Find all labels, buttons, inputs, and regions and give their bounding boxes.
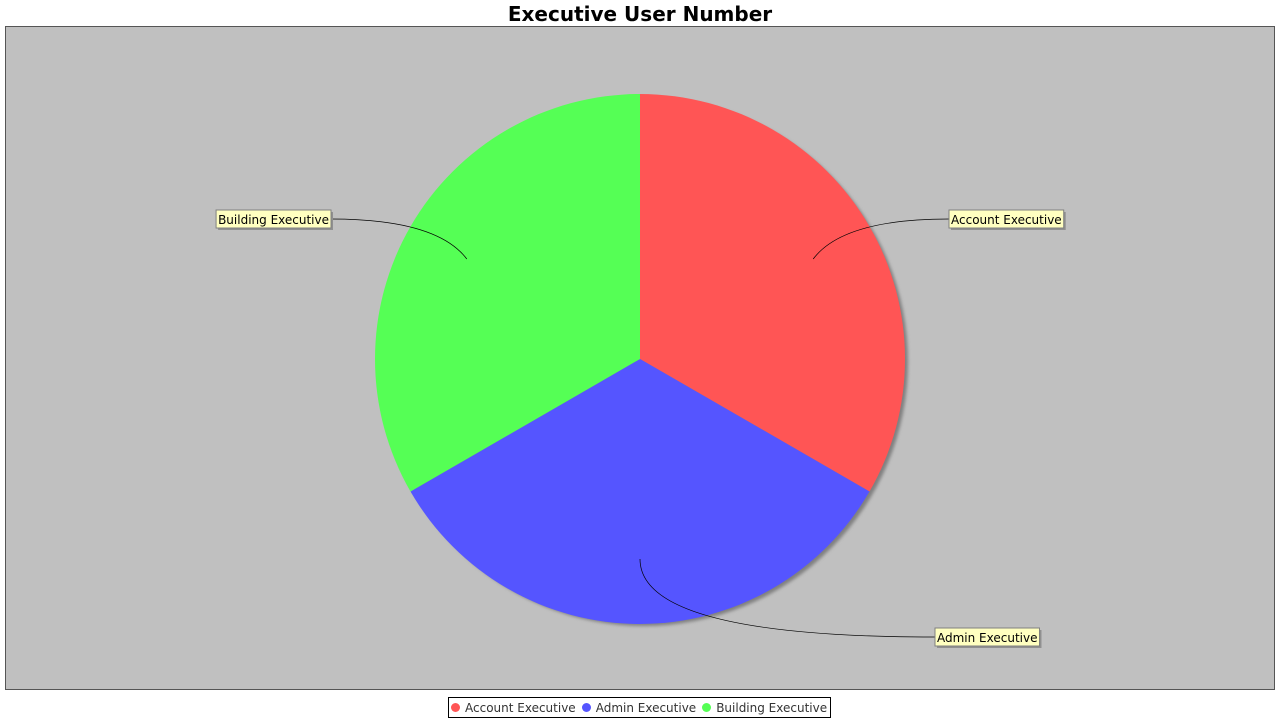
legend-item: Building Executive bbox=[702, 701, 827, 715]
legend-swatch bbox=[702, 703, 712, 712]
legend-label: Admin Executive bbox=[595, 700, 697, 715]
slice-leader-line bbox=[330, 218, 468, 260]
legend-label: Building Executive bbox=[716, 700, 828, 715]
legend-item: Account Executive bbox=[451, 701, 576, 715]
legend-label: Account Executive bbox=[465, 700, 576, 715]
slice-label-box bbox=[948, 209, 1065, 229]
pie-slices bbox=[375, 94, 905, 624]
slice-label-text: Account Executive bbox=[951, 213, 1062, 227]
legend: Account Executive Admin Executive Building… bbox=[448, 697, 832, 718]
slice-label-box bbox=[215, 209, 332, 229]
legend-swatch bbox=[451, 703, 460, 712]
slice-label-text: Building Executive bbox=[218, 213, 329, 227]
pie-labels: Account Executive Admin Executive Building… bbox=[215, 209, 1066, 648]
slice-leader-line bbox=[639, 558, 936, 638]
pie-slice-admin-executive bbox=[410, 359, 870, 624]
chart-title: Executive User Number bbox=[507, 2, 773, 26]
legend-swatch bbox=[581, 703, 591, 712]
slice-leader-line bbox=[812, 218, 950, 260]
legend-item: Admin Executive bbox=[581, 700, 697, 715]
slice-label-text: Admin Executive bbox=[937, 631, 1037, 645]
slice-label-box bbox=[934, 627, 1040, 647]
pie-slice-building-executive bbox=[375, 94, 640, 492]
pie-slice-account-executive bbox=[640, 94, 905, 492]
